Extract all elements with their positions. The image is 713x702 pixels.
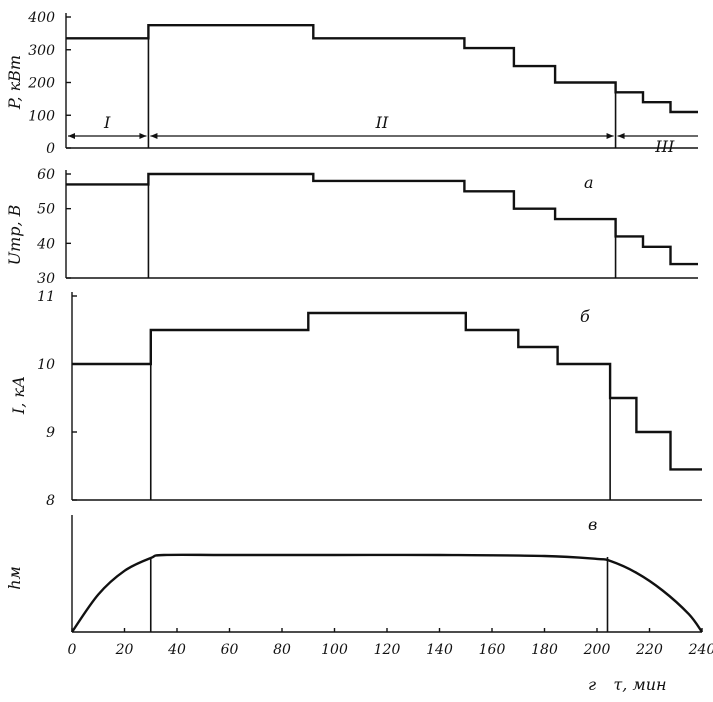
P-y-tick-label: 100 (28, 108, 55, 124)
x-tick-label: 20 (115, 642, 134, 658)
U-y-tick-label: 40 (36, 236, 55, 252)
P-y-tick-label: 300 (28, 43, 55, 59)
x-tick-label: 40 (167, 642, 186, 658)
x-tick-label: 200 (583, 642, 611, 658)
P-y-tick-label: 200 (27, 76, 55, 92)
h-series-curve (71, 553, 703, 633)
x-tick-label: 140 (426, 642, 453, 658)
x-tick-label: 240 (688, 642, 713, 658)
P-y-tick-label: 400 (27, 10, 55, 26)
zone-ii-label: II (375, 113, 389, 132)
zone-iii-label: III (654, 137, 675, 156)
x-axis-title: τ, мин (613, 675, 666, 694)
I-y-axis-label: I, кА (9, 376, 28, 415)
voltage-panel: 30 40 50 60 Uтр, В а (5, 167, 698, 287)
h-y-axis-label: hм (5, 566, 24, 590)
I-y-tick-label: 8 (46, 493, 55, 509)
zone-i-label: I (103, 113, 111, 132)
panel-b-letter: б (580, 307, 590, 326)
U-y-tick-label: 30 (37, 271, 55, 287)
x-tick-label: 80 (273, 642, 291, 658)
P-y-axis-label: P, кВт (5, 55, 24, 110)
U-y-tick-label: 60 (37, 167, 55, 183)
level-panel: hм 0 20 40 60 80 100 120 140 160 180 200 220 240 в г τ, … (5, 515, 713, 694)
arrow-head (606, 133, 614, 139)
I-y-tick-label: 11 (37, 289, 55, 305)
panel-g-letter: г (588, 675, 596, 694)
x-tick-label: 100 (321, 642, 348, 658)
P-y-tick-label: 0 (46, 141, 55, 157)
x-tick-label: 60 (221, 642, 239, 658)
I-y-tick-label: 10 (37, 357, 55, 373)
x-tick-label: 160 (479, 642, 506, 658)
arrow-head (617, 133, 625, 139)
panel-a-letter: а (584, 173, 594, 192)
I-series-line (72, 311, 702, 471)
U-series-line (66, 172, 698, 266)
U-y-axis-label: Uтр, В (5, 204, 24, 265)
panel-v-letter: в (588, 515, 597, 534)
I-y-tick-label: 9 (46, 425, 55, 441)
x-tick-label: 180 (531, 642, 558, 658)
x-tick-label: 220 (635, 642, 663, 658)
P-series-line (66, 24, 698, 114)
arrow-head (68, 133, 75, 139)
U-y-tick-label: 50 (37, 202, 55, 218)
x-tick-label: 120 (374, 642, 401, 658)
x-tick-label: 0 (68, 642, 77, 658)
arrow-head (139, 133, 147, 139)
current-panel: 8 9 10 11 I, кА б (9, 289, 702, 509)
arrow-head (150, 133, 158, 139)
